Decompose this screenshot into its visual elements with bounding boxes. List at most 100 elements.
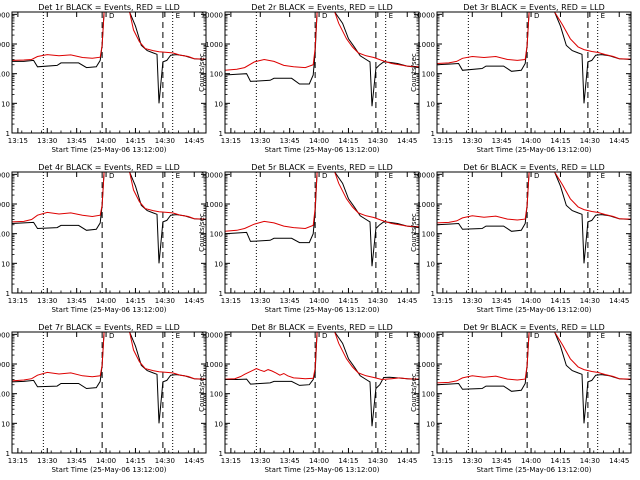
x-tick-label: 13:45 <box>492 457 512 465</box>
y-tick-label: 10000 <box>201 171 223 179</box>
y-tick-label: 1000 <box>205 201 223 209</box>
lld-series-line <box>224 331 420 381</box>
y-tick-label: 10 <box>1 260 10 268</box>
events-series-line <box>11 171 207 264</box>
x-tick-label: 13:15 <box>433 457 453 465</box>
x-tick-label: 13:15 <box>433 137 453 145</box>
y-tick-label: 1 <box>219 450 223 458</box>
y-tick-label: 10 <box>1 100 10 108</box>
events-series-line <box>12 11 207 104</box>
x-tick-label: 14:00 <box>96 297 116 305</box>
marker-label-e: E <box>601 12 605 20</box>
x-tick-label: 14:15 <box>125 457 145 465</box>
y-tick-label: 1000 <box>0 361 10 369</box>
y-tick-label: 100 <box>210 71 223 79</box>
marker-label-d: D <box>322 12 327 20</box>
x-tick-label: 13:30 <box>250 137 270 145</box>
x-tick-label: 13:30 <box>37 137 57 145</box>
x-tick-label: 13:15 <box>8 457 28 465</box>
x-tick-label: 14:30 <box>155 457 175 465</box>
marker-label-e: E <box>601 332 605 340</box>
plot-frame <box>436 171 632 294</box>
x-tick-label: 14:30 <box>580 457 600 465</box>
y-tick-label: 10 <box>426 420 435 428</box>
y-tick-label: 1 <box>431 290 435 298</box>
y-tick-label: 10000 <box>0 11 10 19</box>
y-tick-label: 100 <box>422 71 435 79</box>
chart-title: Det 1r BLACK = Events, RED = LLD <box>38 3 180 12</box>
x-tick-label: 13:15 <box>221 297 241 305</box>
x-tick-label: 13:45 <box>280 137 300 145</box>
x-tick-label: 14:15 <box>550 137 570 145</box>
x-tick-label: 13:45 <box>67 137 87 145</box>
x-tick-label: 14:15 <box>125 297 145 305</box>
y-tick-label: 10000 <box>201 11 223 19</box>
x-tick-label: 13:45 <box>67 457 87 465</box>
y-tick-label: 10 <box>426 260 435 268</box>
y-tick-label: 10000 <box>413 11 435 19</box>
marker-label-d: D <box>109 172 114 180</box>
plot-frame <box>11 171 207 294</box>
x-tick-label: 14:00 <box>521 297 541 305</box>
marker-label-e: E <box>176 172 180 180</box>
x-tick-label: 14:00 <box>521 137 541 145</box>
events-series-line <box>436 11 632 104</box>
x-tick-label: 14:00 <box>96 457 116 465</box>
x-tick-label: 13:30 <box>462 137 482 145</box>
x-tick-label: 13:30 <box>250 457 270 465</box>
lld-series-line <box>224 11 420 71</box>
y-tick-label: 100 <box>422 391 435 399</box>
y-tick-label: 10 <box>214 100 223 108</box>
y-tick-label: 10000 <box>0 171 10 179</box>
y-tick-label: 1 <box>219 130 223 138</box>
y-tick-label: 1000 <box>205 41 223 49</box>
x-axis-label: Start Time (25-May-06 13:12:00) <box>51 466 166 474</box>
chart-title: Det 7r BLACK = Events, RED = LLD <box>38 323 180 332</box>
chart-title: Det 5r BLACK = Events, RED = LLD <box>251 163 393 172</box>
x-tick-label: 14:00 <box>309 297 329 305</box>
y-tick-label: 1 <box>431 450 435 458</box>
chart-title: Det 8r BLACK = Events, RED = LLD <box>251 323 393 332</box>
x-tick-label: 13:45 <box>280 297 300 305</box>
chart-title: Det 2r BLACK = Events, RED = LLD <box>251 3 393 12</box>
y-axis-label: Counts/sec <box>410 373 418 412</box>
x-tick-label: 13:30 <box>462 457 482 465</box>
x-tick-label: 14:45 <box>397 457 417 465</box>
plot-frame <box>436 11 632 134</box>
x-tick-label: 14:30 <box>580 297 600 305</box>
y-axis-label: Counts/sec <box>198 373 206 412</box>
x-tick-label: 14:00 <box>309 457 329 465</box>
x-tick-label: 14:15 <box>338 137 358 145</box>
x-axis-label: Start Time (25-May-06 13:12:00) <box>476 146 591 154</box>
marker-label-d: D <box>109 12 114 20</box>
x-tick-label: 14:45 <box>609 137 629 145</box>
plot-frame <box>224 11 420 134</box>
y-tick-label: 10 <box>1 420 10 428</box>
marker-label-e: E <box>389 172 393 180</box>
marker-label-d: D <box>534 332 539 340</box>
y-axis-label: Counts/sec <box>198 53 206 92</box>
y-tick-label: 10 <box>214 260 223 268</box>
marker-label-e: E <box>601 172 605 180</box>
x-tick-label: 14:45 <box>609 457 629 465</box>
marker-label-e: E <box>176 12 180 20</box>
y-tick-label: 1 <box>6 290 10 298</box>
events-series-line <box>436 331 632 424</box>
marker-label-e: E <box>389 12 393 20</box>
chart-title: Det 3r BLACK = Events, RED = LLD <box>463 3 605 12</box>
plot-frame <box>224 171 420 294</box>
x-tick-label: 14:15 <box>550 457 570 465</box>
x-tick-label: 14:45 <box>184 137 204 145</box>
y-tick-label: 10000 <box>201 331 223 339</box>
x-tick-label: 14:45 <box>184 457 204 465</box>
y-tick-label: 1000 <box>417 41 435 49</box>
x-tick-label: 14:00 <box>521 457 541 465</box>
y-tick-label: 100 <box>0 71 10 79</box>
y-axis-label: Counts/sec <box>410 53 418 92</box>
